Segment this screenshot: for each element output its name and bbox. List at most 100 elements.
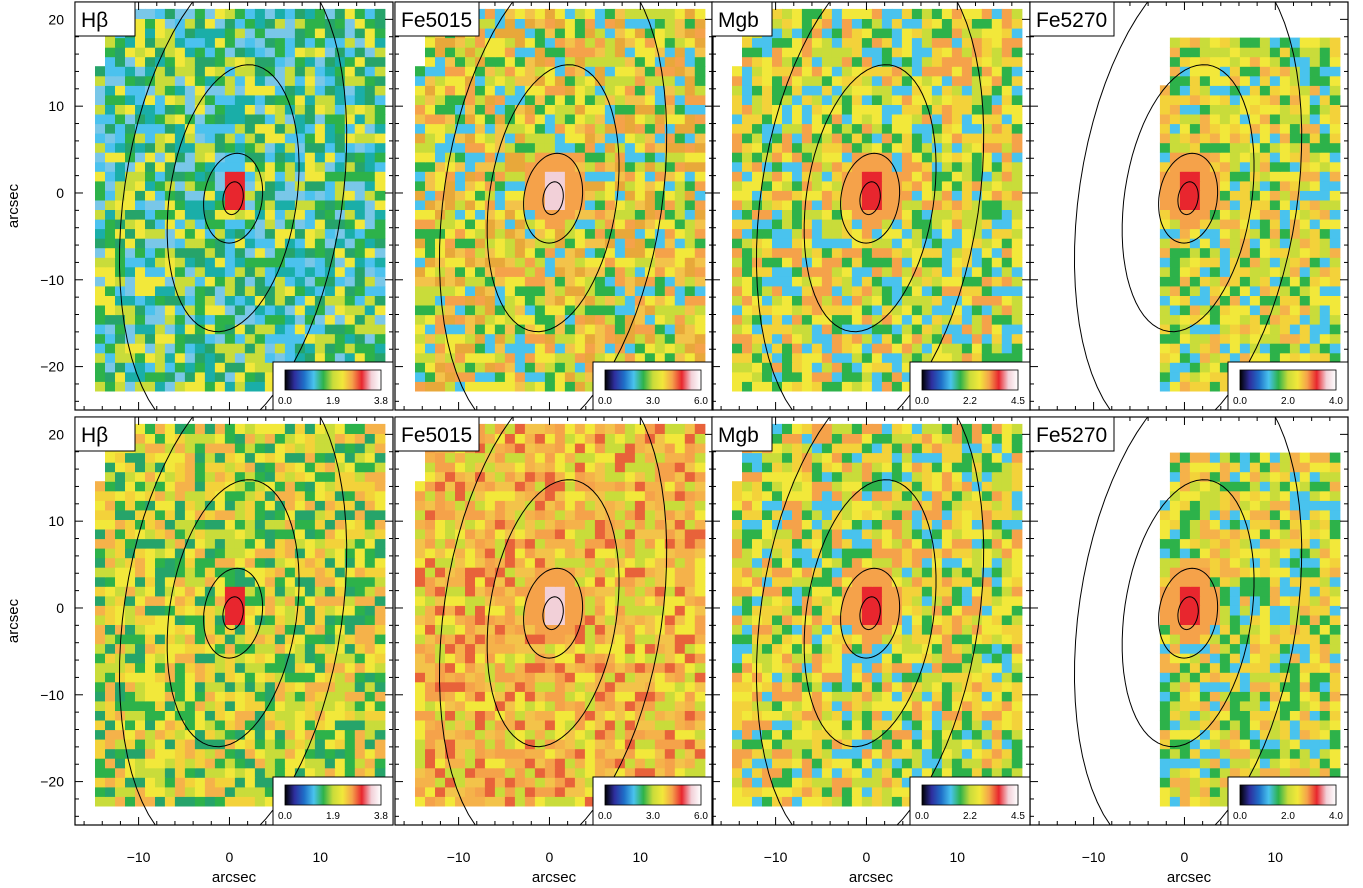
heatmap-cell bbox=[1269, 276, 1281, 287]
heatmap-cell bbox=[274, 624, 286, 635]
heatmap-cell bbox=[244, 786, 256, 797]
heatmap-cell bbox=[354, 595, 366, 606]
heatmap-cell bbox=[1269, 37, 1281, 48]
heatmap-cell bbox=[125, 352, 136, 363]
heatmap-cell bbox=[445, 161, 456, 172]
contour-line bbox=[859, 181, 881, 216]
heatmap-cell bbox=[244, 56, 256, 67]
heatmap-cell bbox=[594, 28, 606, 39]
heatmap-cell bbox=[364, 209, 376, 220]
heatmap-cell bbox=[792, 18, 803, 29]
heatmap-cell bbox=[821, 66, 833, 77]
heatmap-cell bbox=[125, 305, 136, 316]
heatmap-cell bbox=[921, 257, 933, 268]
heatmap-cell bbox=[254, 324, 266, 335]
heatmap-cell bbox=[135, 548, 146, 559]
heatmap-cell bbox=[504, 219, 516, 230]
heatmap-cell bbox=[435, 66, 446, 77]
heatmap-cell bbox=[921, 28, 933, 39]
heatmap-cell bbox=[772, 209, 783, 220]
heatmap-cell bbox=[214, 199, 226, 210]
heatmap-cell bbox=[145, 371, 156, 382]
heatmap-cell bbox=[244, 209, 256, 220]
heatmap-cell bbox=[1299, 343, 1311, 354]
heatmap-cell bbox=[811, 199, 823, 210]
heatmap-cell bbox=[1219, 94, 1231, 105]
heatmap-cell bbox=[911, 333, 923, 344]
heatmap-cell bbox=[174, 605, 186, 616]
heatmap-cell bbox=[1011, 314, 1023, 325]
heatmap-cell bbox=[244, 285, 256, 296]
heatmap-cell bbox=[772, 47, 783, 58]
heatmap-cell bbox=[174, 614, 186, 625]
heatmap-cell bbox=[125, 634, 136, 645]
heatmap-cell bbox=[1209, 257, 1221, 268]
heatmap-cell bbox=[861, 190, 873, 201]
heatmap-cell bbox=[732, 305, 743, 316]
heatmap-cell bbox=[314, 643, 326, 654]
heatmap-cell bbox=[861, 28, 873, 39]
heatmap-cell bbox=[465, 75, 476, 86]
heatmap-cell bbox=[324, 8, 336, 19]
heatmap-cell bbox=[224, 314, 236, 325]
heatmap-cell bbox=[674, 190, 686, 201]
heatmap-cell bbox=[354, 748, 366, 759]
heatmap-cell bbox=[694, 314, 706, 325]
heatmap-cell bbox=[164, 37, 176, 48]
heatmap-cell bbox=[584, 381, 596, 392]
heatmap-cell bbox=[224, 104, 236, 115]
heatmap-cell bbox=[1279, 47, 1291, 58]
heatmap-cell bbox=[584, 276, 596, 287]
heatmap-cell bbox=[1329, 152, 1341, 163]
heatmap-cell bbox=[354, 343, 366, 354]
heatmap-cell bbox=[254, 548, 266, 559]
heatmap-cell bbox=[1239, 66, 1251, 77]
heatmap-cell bbox=[991, 104, 1003, 115]
heatmap-cell bbox=[1011, 333, 1023, 344]
heatmap-cell bbox=[304, 199, 316, 210]
heatmap-cell bbox=[1289, 66, 1301, 77]
heatmap-cell bbox=[425, 238, 436, 249]
heatmap-cell bbox=[594, 266, 606, 277]
heatmap-cell bbox=[881, 18, 893, 29]
heatmap-cell bbox=[901, 152, 913, 163]
heatmap-cell bbox=[344, 85, 356, 96]
heatmap-cell bbox=[274, 333, 286, 344]
heatmap-cell bbox=[811, 247, 823, 258]
heatmap-cell bbox=[1169, 133, 1181, 144]
heatmap-cell bbox=[801, 28, 813, 39]
heatmap-cell bbox=[274, 219, 286, 230]
heatmap-cell bbox=[334, 257, 346, 268]
heatmap-cell bbox=[274, 305, 286, 316]
heatmap-cell bbox=[821, 180, 833, 191]
heatmap-cell bbox=[145, 343, 156, 354]
heatmap-cell bbox=[164, 190, 176, 201]
heatmap-cell bbox=[624, 94, 636, 105]
heatmap-cell bbox=[574, 381, 586, 392]
heatmap-cell bbox=[881, 343, 893, 354]
heatmap-cell bbox=[694, 114, 706, 125]
heatmap-cell bbox=[224, 700, 236, 711]
heatmap-cell bbox=[911, 28, 923, 39]
heatmap-cell bbox=[891, 257, 903, 268]
heatmap-cell bbox=[164, 710, 176, 721]
heatmap-cell bbox=[614, 133, 626, 144]
heatmap-cell bbox=[554, 314, 566, 325]
heatmap-cell bbox=[115, 152, 126, 163]
heatmap-cell bbox=[1279, 161, 1291, 172]
heatmap-cell bbox=[782, 228, 793, 239]
heatmap-cell bbox=[254, 257, 266, 268]
heatmap-cell bbox=[354, 710, 366, 721]
heatmap-cell bbox=[344, 324, 356, 335]
heatmap-cell bbox=[115, 371, 126, 382]
heatmap-cell bbox=[981, 133, 993, 144]
heatmap-cell bbox=[831, 257, 843, 268]
heatmap-cell bbox=[445, 171, 456, 182]
heatmap-cell bbox=[324, 75, 336, 86]
heatmap-cell bbox=[1289, 190, 1301, 201]
heatmap-cell bbox=[254, 180, 266, 191]
heatmap-cell bbox=[851, 190, 863, 201]
heatmap-cell bbox=[811, 18, 823, 29]
heatmap-cell bbox=[921, 190, 933, 201]
heatmap-cell bbox=[254, 634, 266, 645]
